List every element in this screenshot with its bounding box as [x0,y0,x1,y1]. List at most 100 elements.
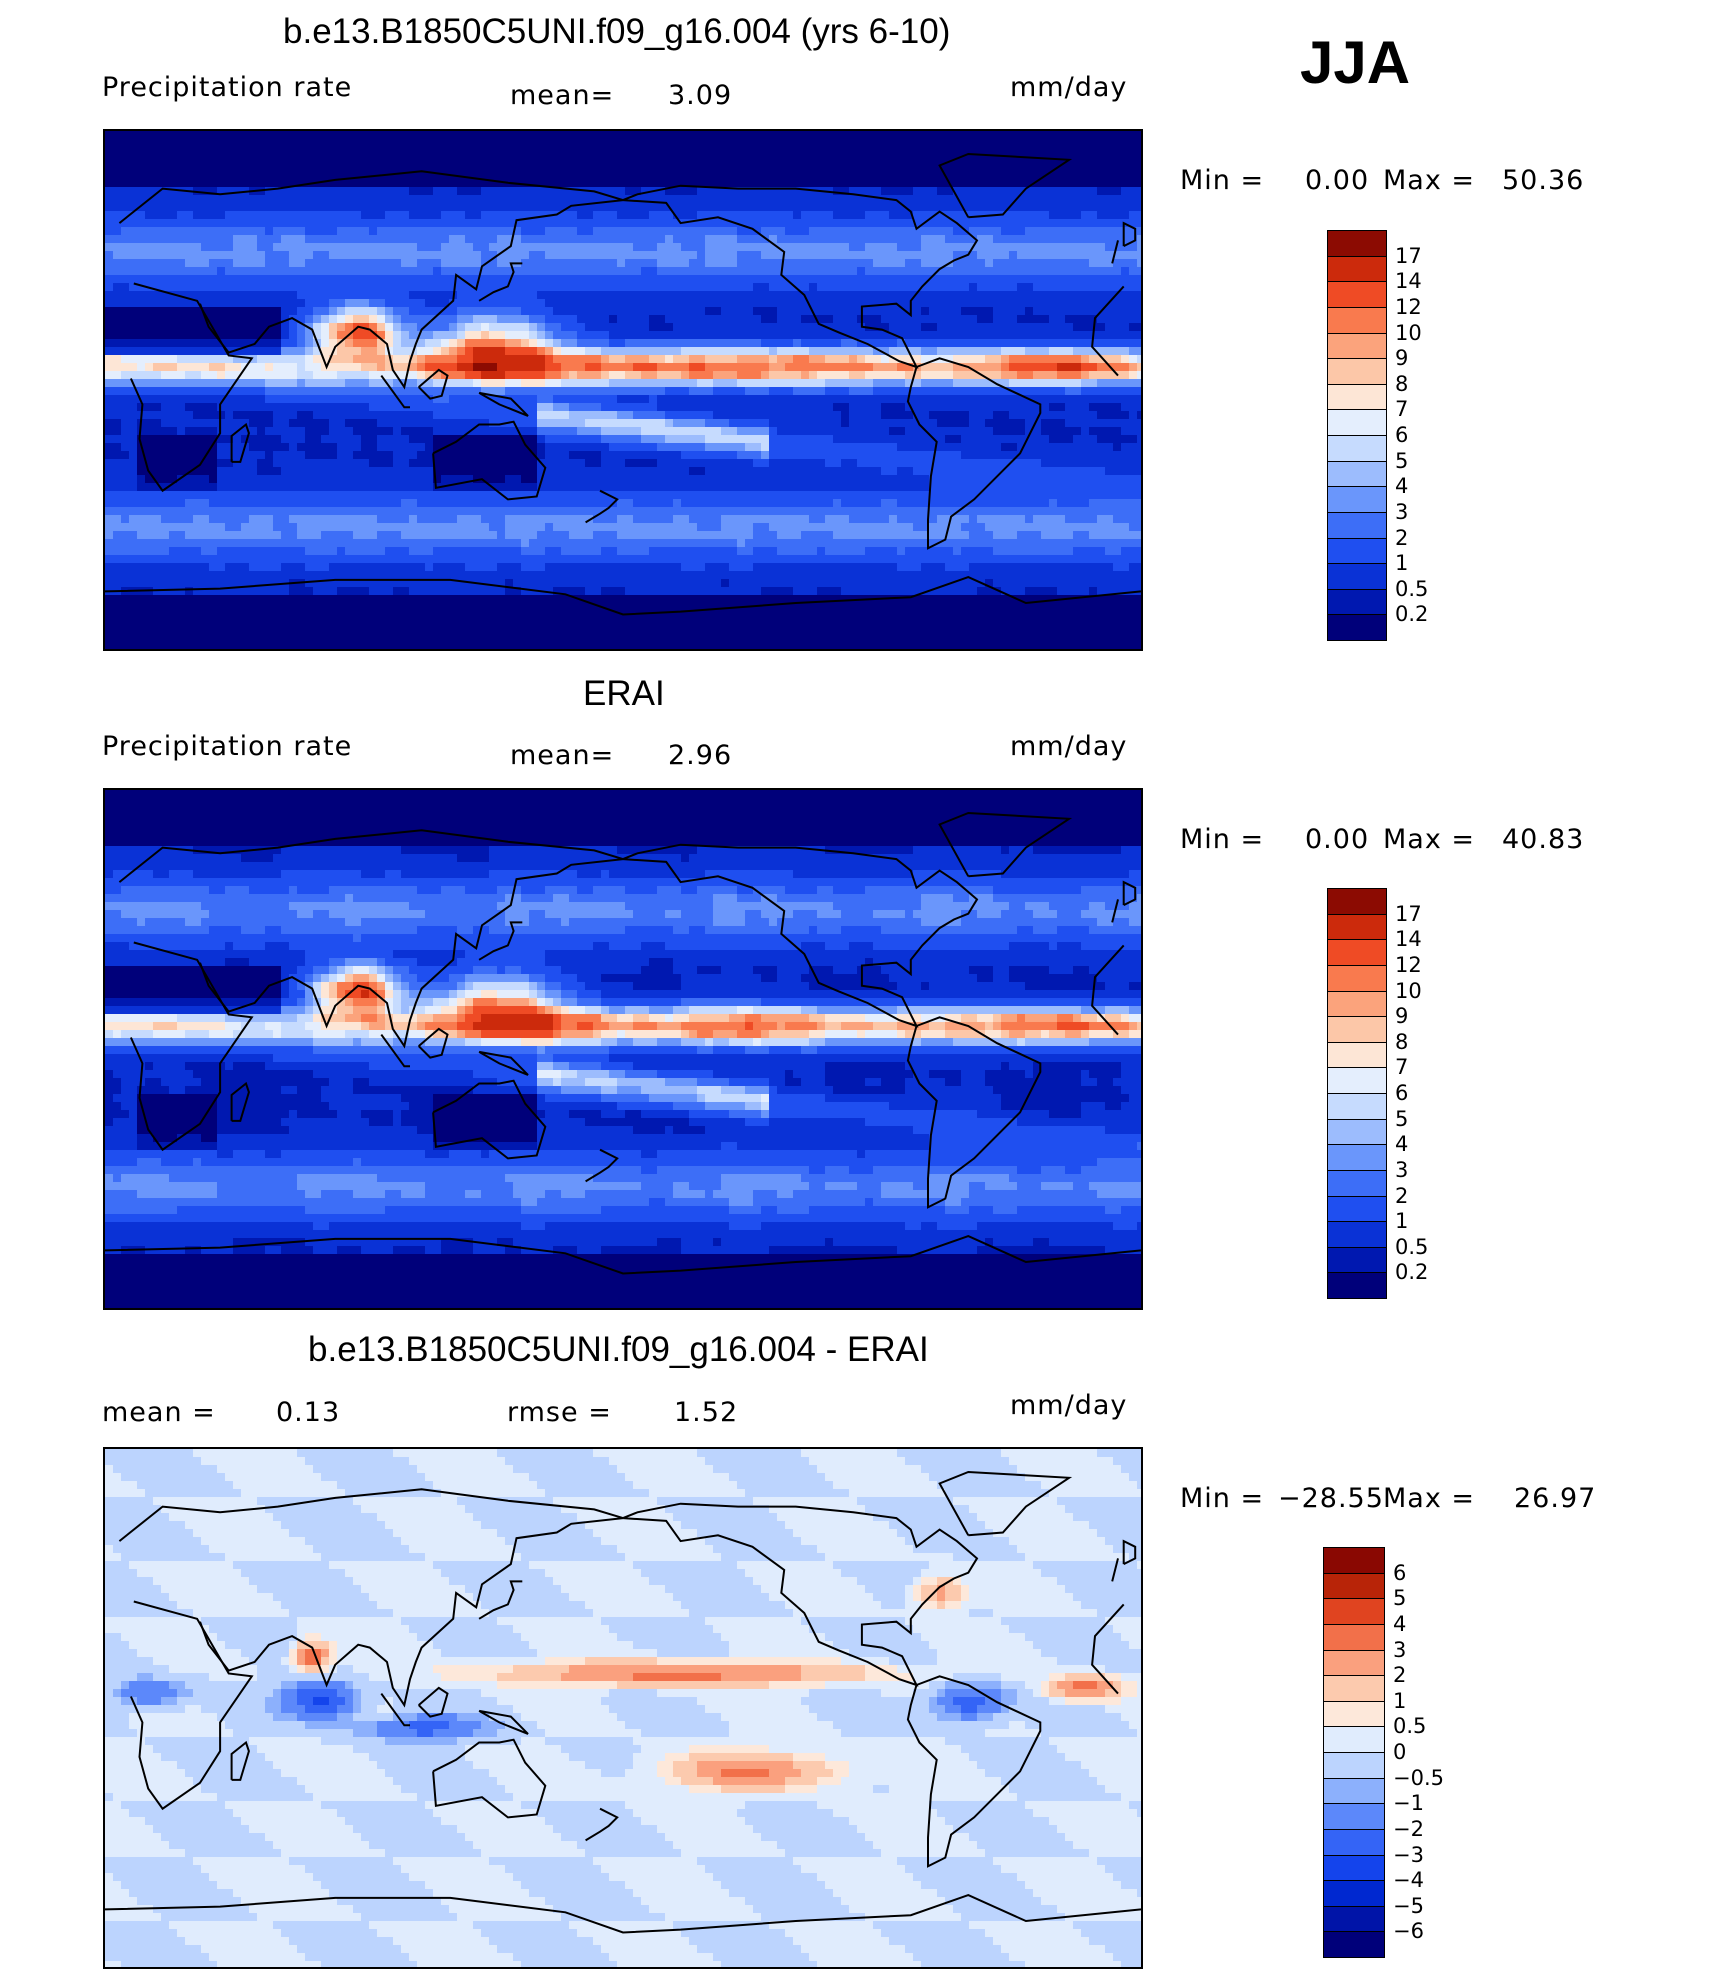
panel3-colorbar-swatch [1323,1726,1385,1753]
panel2-min-label: Min = [1180,824,1264,855]
panel1-colorbar-swatch [1327,511,1387,539]
panel3-colorbar-tick-label: 0 [1393,1742,1406,1763]
panel3-colorbar-swatch [1323,1547,1385,1574]
panel3-colorbar-tick-label: 4 [1393,1613,1406,1635]
panel2-colorbar-swatch [1327,990,1387,1018]
panel1-colorbar-tick-label: 1 [1395,553,1408,574]
panel1-colorbar-tick-label: 14 [1395,271,1422,292]
panel3-colorbar-swatch [1323,1649,1385,1677]
panel3-colorbar-tick-label: −2 [1393,1818,1424,1840]
panel1-colorbar-swatch [1327,588,1387,616]
panel3-min-value: −28.55 [1278,1483,1384,1514]
panel1-colorbar-tick-label: 6 [1395,425,1408,446]
panel1-colorbar-tick-label: 3 [1395,501,1408,523]
panel1-colorbar-tick-label: 5 [1395,450,1408,472]
panel1-map [103,129,1143,651]
panel2-coastlines [105,811,1141,1275]
panel2-max-label: Max = [1383,824,1475,855]
panel2-colorbar-tick-label: 0.2 [1395,1262,1428,1283]
panel1-colorbar-swatch [1327,460,1387,488]
panel2-colorbar-swatch [1327,1195,1387,1223]
panel1-colorbar-tick-label: 7 [1395,399,1408,420]
panel1-units: mm/day [1010,72,1127,103]
panel3-colorbar-tick-label: −3 [1393,1844,1424,1866]
panel2-colorbar-swatch [1327,1246,1387,1274]
panel3-map [103,1447,1143,1969]
panel2-colorbar: 17 14 12 10 9 8 7 6 5 4 3 2 1 0.5 0.2 [1327,888,1428,1299]
panel2-colorbar-swatch [1327,1067,1387,1094]
panel2-colorbar-tick-label: 6 [1395,1083,1408,1104]
panel1-mean-label: mean= [510,80,614,111]
panel3-colorbar-tick-label: 1 [1393,1690,1406,1712]
panel3-colorbar-tick-label: −6 [1393,1921,1424,1942]
panel3-colorbar-swatch [1323,1854,1385,1882]
panel2-colorbar-swatch [1327,1221,1387,1248]
panel2-max-value: 40.83 [1502,824,1584,855]
panel2-colorbar-tick-label: 1 [1395,1211,1408,1232]
panel2-colorbar-tick-label: 10 [1395,980,1422,1002]
panel1-min-value: 0.00 [1305,165,1369,196]
panel2-field [105,790,1141,1308]
panel1-colorbar-swatch [1327,563,1387,590]
panel3-colorbar-tick-label: −4 [1393,1870,1424,1891]
panel2-colorbar-swatch [1327,964,1387,992]
panel2-colorbar-swatch [1327,913,1387,941]
panel2-mean-value: 2.96 [668,740,732,771]
panel2-units: mm/day [1010,731,1127,762]
panel1-field-label: Precipitation rate [102,72,352,103]
panel1-colorbar-tick-label: 10 [1395,322,1422,344]
panel1-colorbar-tick-label: 0.5 [1395,578,1428,600]
panel3-max-label: Max = [1383,1483,1475,1514]
panel3-colorbar-tick-label: −5 [1393,1895,1424,1917]
panel3-coastlines [105,1470,1141,1934]
panel3-colorbar-swatch [1323,1880,1385,1907]
panel3-colorbar-tick-label: −1 [1393,1793,1424,1814]
panel1-colorbar-swatch [1327,255,1387,283]
panel1-colorbar-swatch [1327,281,1387,308]
panel3-colorbar: 6 5 4 3 2 1 0.5 0 −0.5 −1 −2 −3 −4 −5 −6 [1323,1547,1444,1958]
panel2-colorbar-tick-label: 4 [1395,1134,1408,1155]
panel1-coastlines [105,152,1141,616]
panel2-colorbar-tick-label: 5 [1395,1108,1408,1130]
panel3-mean-value: 0.13 [276,1397,340,1428]
panel1-mean-value: 3.09 [668,80,732,111]
panel1-colorbar-tick-label: 2 [1395,527,1408,549]
panel2-colorbar-swatch [1327,1041,1387,1069]
panel2-colorbar-tick-label: 8 [1395,1031,1408,1053]
panel1-colorbar-tick-label: 0.2 [1395,604,1428,625]
panel3-title: b.e13.B1850C5UNI.f09_g16.004 - ERAI [308,1330,929,1370]
panel3-colorbar-swatch [1323,1905,1385,1933]
panel2-colorbar-tick-label: 3 [1395,1159,1408,1181]
panel2-colorbar-swatch [1327,1093,1387,1120]
panel1-colorbar-tick-label: 8 [1395,373,1408,395]
panel2-colorbar-tick-label: 2 [1395,1185,1408,1207]
panel3-colorbar-swatch [1323,1700,1385,1728]
panel3-colorbar-tick-label: 5 [1393,1588,1406,1609]
panel2-colorbar-swatch [1327,1272,1387,1299]
panel3-colorbar-swatch [1323,1828,1385,1856]
panel3-min-label: Min = [1180,1483,1264,1514]
panel3-colorbar-swatch [1323,1572,1385,1600]
panel3-colorbar-swatch [1323,1752,1385,1779]
panel1-colorbar-swatch [1327,306,1387,334]
panel1-max-value: 50.36 [1502,165,1584,196]
panel3-colorbar-tick-label: 3 [1393,1639,1406,1661]
panel2-colorbar-tick-label: 9 [1395,1006,1408,1027]
panel3-colorbar-swatch [1323,1675,1385,1702]
panel2-title: ERAI [583,674,665,714]
panel3-colorbar-tick-label: 6 [1393,1562,1406,1584]
panel2-colorbar-swatch [1327,1144,1387,1171]
panel1-colorbar-tick-label: 9 [1395,348,1408,369]
panel1-colorbar: 17 14 12 10 9 8 7 6 5 4 3 2 1 0.5 0.2 [1327,230,1428,641]
panel2-colorbar-tick-label: 17 [1395,903,1422,925]
panel1-colorbar-swatch [1327,409,1387,436]
panel3-colorbar-swatch [1323,1598,1385,1625]
panel3-max-value: 26.97 [1514,1483,1596,1514]
panel1-colorbar-swatch [1327,435,1387,462]
panel3-colorbar-swatch [1323,1803,1385,1830]
panel2-colorbar-tick-label: 12 [1395,954,1422,976]
panel1-colorbar-swatch [1327,537,1387,565]
panel3-rmse-value: 1.52 [674,1397,738,1428]
panel3-colorbar-swatch [1323,1777,1385,1805]
panel2-colorbar-tick-label: 14 [1395,929,1422,950]
